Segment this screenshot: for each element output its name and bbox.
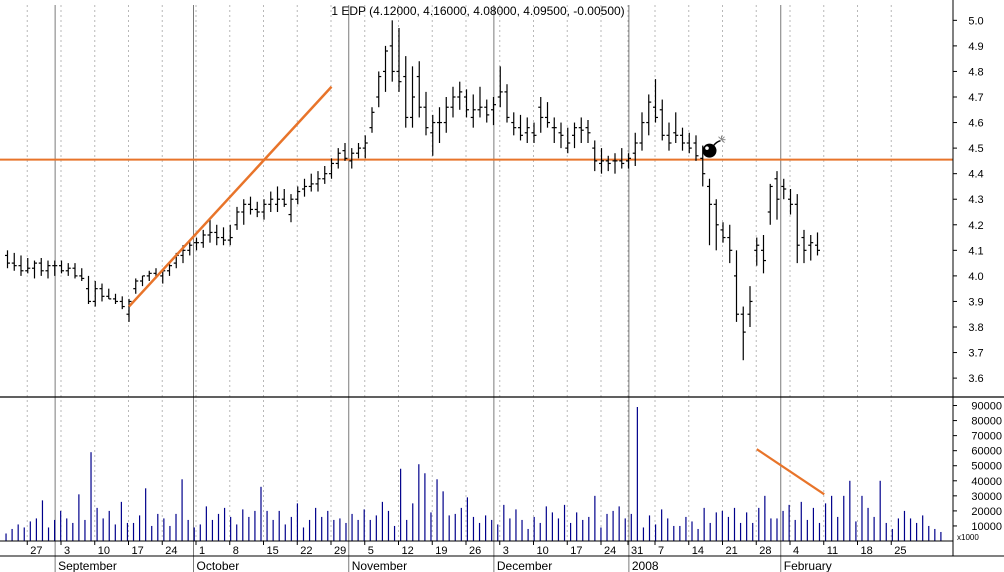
price-y-tick-label: 4.3 xyxy=(968,194,983,206)
x-tick-label: 21 xyxy=(726,545,738,557)
x-month-label: November xyxy=(352,559,407,572)
x-tick-label: 24 xyxy=(604,545,616,557)
bomb-body xyxy=(702,143,717,158)
price-y-tick-label: 4.9 xyxy=(968,41,983,53)
x-tick-label: 1 xyxy=(199,545,205,557)
x-tick-label: 8 xyxy=(233,545,239,557)
x-tick-label: 28 xyxy=(759,545,771,557)
x-tick-label: 10 xyxy=(98,545,110,557)
x-tick-label: 15 xyxy=(267,545,279,557)
chart-title: 1 EDP (4.12000, 4.16000, 4.08000, 4.0950… xyxy=(331,4,624,18)
x-tick-label: 3 xyxy=(64,545,70,557)
x-month-label: September xyxy=(58,559,117,572)
volume-unit-label: x1000 xyxy=(957,533,979,542)
x-tick-label: 29 xyxy=(334,545,346,557)
price-y-tick-label: 3.7 xyxy=(968,348,983,360)
x-month-label: October xyxy=(197,559,240,572)
x-month-label: February xyxy=(784,559,832,572)
x-tick-label: 27 xyxy=(30,545,42,557)
volume-panel xyxy=(5,407,942,541)
x-tick-label: 31 xyxy=(631,545,643,557)
bomb-spark xyxy=(718,136,722,141)
x-tick-label: 22 xyxy=(300,545,312,557)
volume-y-tick-label: 60000 xyxy=(971,446,1002,458)
x-tick-label: 24 xyxy=(165,545,177,557)
volume-y-tick-label: 90000 xyxy=(971,401,1002,413)
bomb-icon xyxy=(702,135,726,158)
price-y-tick-label: 4.6 xyxy=(968,118,983,130)
volume-y-tick-label: 20000 xyxy=(971,506,1002,518)
x-month-label: 2008 xyxy=(632,559,659,572)
x-tick-label: 11 xyxy=(827,545,838,557)
x-tick-label: 7 xyxy=(658,545,664,557)
x-tick-label: 17 xyxy=(132,545,144,557)
price-y-tick-label: 4.8 xyxy=(968,66,983,78)
grid-lines xyxy=(26,5,892,572)
volume-y-tick-label: 40000 xyxy=(971,476,1002,488)
price-y-tick-label: 5.0 xyxy=(968,15,983,27)
x-tick-label: 17 xyxy=(570,545,582,557)
price-y-tick-label: 3.8 xyxy=(968,322,983,334)
price-panel xyxy=(0,20,953,361)
volume-y-tick-label: 50000 xyxy=(971,461,1002,473)
x-tick-label: 4 xyxy=(793,545,799,557)
x-tick-label: 18 xyxy=(861,545,873,557)
bomb-fuse xyxy=(712,139,721,147)
price-y-tick-label: 4.2 xyxy=(968,220,983,232)
volume-y-tick-label: 80000 xyxy=(971,416,1002,428)
x-tick-label: 26 xyxy=(469,545,481,557)
price-y-tick-label: 4.1 xyxy=(968,245,983,257)
x-tick-label: 19 xyxy=(435,545,447,557)
price-y-tick-label: 3.9 xyxy=(968,296,983,308)
price-trendline xyxy=(128,85,333,308)
bomb-spark xyxy=(721,136,725,141)
volume-y-tick-label: 30000 xyxy=(971,491,1002,503)
bomb-spark xyxy=(721,139,725,144)
x-tick-label: 12 xyxy=(402,545,414,557)
x-tick-label: 5 xyxy=(368,545,374,557)
x-tick-label: 10 xyxy=(537,545,549,557)
x-tick-label: 14 xyxy=(692,545,704,557)
bomb-highlight xyxy=(705,146,709,150)
volume-y-tick-label: 70000 xyxy=(971,431,1002,443)
price-y-tick-label: 4.4 xyxy=(968,169,983,181)
x-tick-label: 25 xyxy=(894,545,906,557)
price-y-tick-label: 4.0 xyxy=(968,271,983,283)
volume-trendline xyxy=(756,448,825,496)
x-month-label: December xyxy=(497,559,552,572)
price-y-tick-label: 4.7 xyxy=(968,92,983,104)
volume-y-tick-label: 10000 xyxy=(971,521,1002,533)
price-y-tick-label: 4.5 xyxy=(968,143,983,155)
x-tick-label: 3 xyxy=(503,545,509,557)
price-y-tick-label: 3.6 xyxy=(968,373,983,385)
